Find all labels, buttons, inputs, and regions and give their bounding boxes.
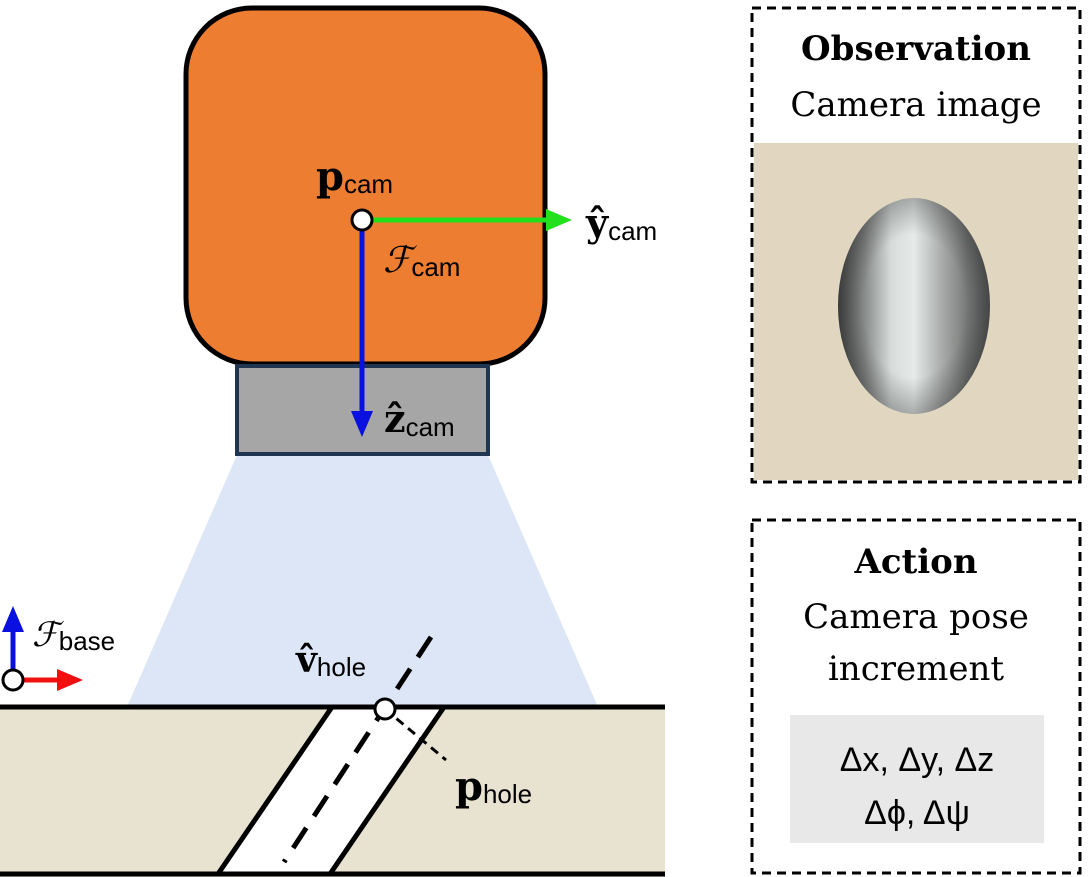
camera-position-label: pcam <box>316 153 393 200</box>
hole-axis-dashed-line <box>281 635 434 864</box>
camera-image-hole-shading <box>838 198 990 414</box>
camera-z-axis-arrowhead <box>351 411 373 437</box>
camera-field-of-view <box>127 455 598 707</box>
base-x-axis-arrowhead <box>57 669 83 691</box>
hole-position-leader <box>384 707 447 762</box>
hole-position-label: phole <box>455 763 532 810</box>
base-frame-label: ℱbase <box>32 615 115 656</box>
action-title: Action <box>853 542 977 582</box>
camera-origin-marker <box>350 208 374 232</box>
hole-point-marker <box>373 697 397 721</box>
base-z-axis-arrowhead <box>2 606 24 632</box>
base-origin-marker <box>1 668 25 692</box>
action-values-line1: Δx, Δy, Δz <box>840 741 994 779</box>
observation-title: Observation <box>801 29 1031 69</box>
camera-y-axis-label: ŷcam <box>585 200 657 246</box>
action-values-line2: Δϕ, Δψ <box>864 794 970 832</box>
action-description-line1: Camera pose <box>803 597 1029 637</box>
hole-direction-label: v̂hole <box>295 639 366 682</box>
action-description-line2: increment <box>828 649 1004 689</box>
action-values-box <box>790 715 1044 843</box>
camera-y-axis-arrowhead <box>546 209 572 231</box>
camera-z-axis-label: ẑcam <box>384 396 455 442</box>
observation-subtitle: Camera image <box>790 85 1041 125</box>
